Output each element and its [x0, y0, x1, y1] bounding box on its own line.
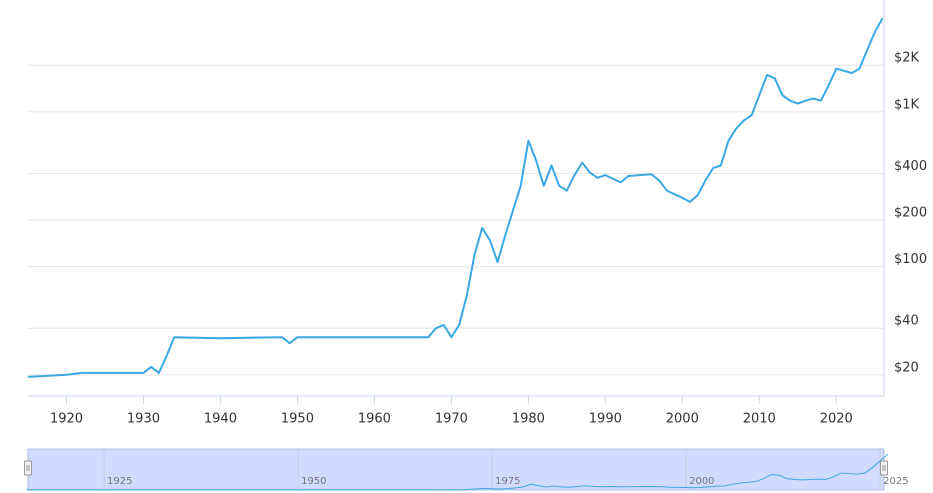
- navigator-tick-label: 1950: [301, 476, 326, 487]
- x-tick-label: 1980: [512, 412, 545, 427]
- x-tick-label: 2000: [666, 412, 699, 427]
- y-tick-label: $200: [894, 206, 927, 221]
- x-tick-label: 1920: [50, 412, 83, 427]
- x-tick-label: 2020: [820, 412, 853, 427]
- x-tick-label: 2010: [743, 412, 776, 427]
- navigator-handle[interactable]: [880, 460, 888, 476]
- x-tick-label: 1930: [127, 412, 160, 427]
- y-tick-label: $100: [894, 252, 927, 267]
- navigator-handle[interactable]: [24, 460, 32, 476]
- navigator-line: [26, 453, 889, 491]
- x-tick-label: 1970: [435, 412, 468, 427]
- navigator-tick-label: 2000: [689, 476, 714, 487]
- x-tick-label: 1940: [204, 412, 237, 427]
- x-tick-label: 1990: [589, 412, 622, 427]
- navigator-selection[interactable]: [27, 448, 885, 491]
- y-tick-label: $40: [894, 314, 919, 329]
- navigator-tick-label: 2025: [883, 476, 908, 487]
- price-line: [27, 17, 884, 378]
- y-tick-label: $20: [894, 360, 919, 375]
- y-tick-label: $2K: [894, 51, 920, 66]
- navigator[interactable]: 1925 1950 1975 2000 2025: [24, 448, 909, 491]
- navigator-tick-label: 1975: [495, 476, 520, 487]
- y-tick-label: $400: [894, 159, 927, 174]
- navigator-tick-label: 1925: [107, 476, 132, 487]
- y-tick-label: $1K: [894, 97, 920, 112]
- x-tick-label: 1960: [358, 412, 391, 427]
- plot: $20 $40 $100 $200 $400 $1K $2K 1920 1930 1940 1950…: [27, 0, 927, 427]
- x-tick-label: 1950: [281, 412, 314, 427]
